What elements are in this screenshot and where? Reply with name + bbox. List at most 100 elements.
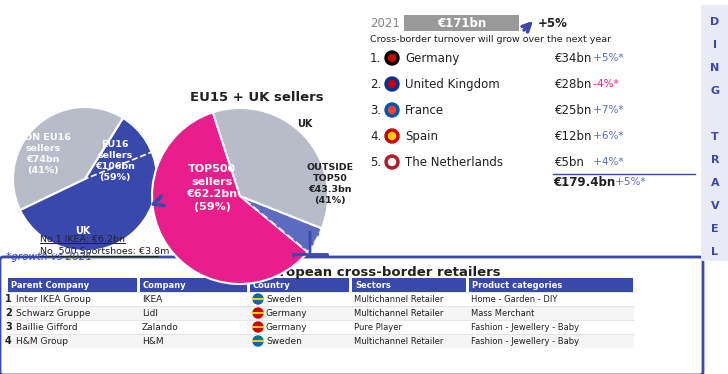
Text: €12bn: €12bn bbox=[555, 129, 593, 142]
Circle shape bbox=[389, 55, 395, 61]
Circle shape bbox=[253, 322, 263, 332]
Text: R: R bbox=[711, 155, 719, 165]
Bar bbox=[352, 278, 466, 292]
Circle shape bbox=[389, 107, 395, 113]
Text: €5bn: €5bn bbox=[555, 156, 585, 169]
Text: The Netherlands: The Netherlands bbox=[405, 156, 503, 169]
Text: €179.4bn: €179.4bn bbox=[553, 175, 615, 188]
Wedge shape bbox=[152, 112, 308, 284]
Text: Home - Garden - DIY: Home - Garden - DIY bbox=[471, 294, 558, 303]
Text: Multichannel Retailer: Multichannel Retailer bbox=[354, 309, 443, 318]
Text: NON EU16
sellers
€74bn
(41%): NON EU16 sellers €74bn (41%) bbox=[15, 133, 71, 175]
Text: E: E bbox=[711, 224, 719, 234]
Text: Parent Company: Parent Company bbox=[11, 280, 89, 289]
Text: I: I bbox=[713, 40, 717, 50]
Text: €34bn: €34bn bbox=[555, 52, 593, 64]
Text: 5.: 5. bbox=[370, 156, 381, 169]
Circle shape bbox=[253, 308, 263, 318]
Text: N: N bbox=[711, 63, 719, 73]
Circle shape bbox=[253, 294, 263, 304]
Text: United Kingdom: United Kingdom bbox=[405, 77, 499, 91]
Bar bbox=[8, 320, 634, 334]
Text: T: T bbox=[711, 132, 719, 142]
Text: IKEA: IKEA bbox=[142, 294, 162, 303]
Circle shape bbox=[385, 155, 399, 169]
Text: 3: 3 bbox=[5, 322, 12, 332]
FancyBboxPatch shape bbox=[0, 257, 703, 374]
Bar bbox=[250, 278, 349, 292]
Text: A: A bbox=[711, 178, 719, 188]
Text: Schwarz Gruppe: Schwarz Gruppe bbox=[16, 309, 90, 318]
Circle shape bbox=[389, 132, 395, 140]
Text: Mass Merchant: Mass Merchant bbox=[471, 309, 534, 318]
Text: +4%*: +4%* bbox=[590, 157, 623, 167]
Text: France: France bbox=[405, 104, 444, 116]
Text: Germany: Germany bbox=[266, 309, 308, 318]
Text: -4%*: -4%* bbox=[590, 79, 619, 89]
Text: 2: 2 bbox=[5, 308, 12, 318]
Text: TOP 10 European cross-border retailers: TOP 10 European cross-border retailers bbox=[203, 266, 501, 279]
Text: Germany: Germany bbox=[405, 52, 459, 64]
Text: 2021: 2021 bbox=[370, 16, 400, 30]
Text: €25bn: €25bn bbox=[555, 104, 593, 116]
Text: +7%*: +7%* bbox=[590, 105, 623, 115]
Text: OUTSIDE
TOP50
€43.3bn
(41%): OUTSIDE TOP50 €43.3bn (41%) bbox=[306, 163, 354, 205]
Bar bbox=[8, 306, 634, 320]
Circle shape bbox=[389, 159, 395, 166]
Text: UK: UK bbox=[75, 226, 91, 236]
Bar bbox=[140, 278, 247, 292]
Text: 1.: 1. bbox=[370, 52, 381, 64]
Text: H&M: H&M bbox=[142, 337, 164, 346]
Text: Sweden: Sweden bbox=[266, 294, 302, 303]
FancyBboxPatch shape bbox=[701, 5, 728, 261]
Circle shape bbox=[385, 129, 399, 143]
Text: Fashion - Jewellery - Baby: Fashion - Jewellery - Baby bbox=[471, 322, 579, 331]
Text: Multichannel Retailer: Multichannel Retailer bbox=[354, 294, 443, 303]
Text: €28bn: €28bn bbox=[555, 77, 593, 91]
Text: 2.: 2. bbox=[370, 77, 381, 91]
Text: +5%*: +5%* bbox=[612, 177, 646, 187]
Text: D: D bbox=[711, 17, 719, 27]
Circle shape bbox=[385, 51, 399, 65]
Text: Country: Country bbox=[253, 280, 290, 289]
Bar bbox=[469, 278, 633, 292]
Text: +5%*: +5%* bbox=[590, 53, 623, 63]
Wedge shape bbox=[213, 108, 328, 229]
Text: No. 500 Sportshoes: €3.8m: No. 500 Sportshoes: €3.8m bbox=[40, 248, 170, 257]
Text: Zalando: Zalando bbox=[142, 322, 179, 331]
Text: Sectors: Sectors bbox=[355, 280, 391, 289]
Text: Germany: Germany bbox=[266, 322, 308, 331]
Text: Product categories: Product categories bbox=[472, 280, 562, 289]
Text: G: G bbox=[711, 86, 719, 96]
Bar bbox=[404, 15, 519, 31]
Text: Multichannel Retailer: Multichannel Retailer bbox=[354, 337, 443, 346]
Text: 4: 4 bbox=[5, 336, 12, 346]
Text: 3.: 3. bbox=[370, 104, 381, 116]
Text: €171bn: €171bn bbox=[437, 16, 486, 30]
Circle shape bbox=[385, 103, 399, 117]
Circle shape bbox=[389, 80, 395, 88]
Text: Company: Company bbox=[143, 280, 186, 289]
Text: Pure Player: Pure Player bbox=[354, 322, 402, 331]
Text: H&M Group: H&M Group bbox=[16, 337, 68, 346]
Text: V: V bbox=[711, 201, 719, 211]
Text: Fashion - Jewellery - Baby: Fashion - Jewellery - Baby bbox=[471, 337, 579, 346]
Text: Spain: Spain bbox=[405, 129, 438, 142]
Wedge shape bbox=[13, 107, 123, 210]
Circle shape bbox=[253, 336, 263, 346]
Text: *growth vs 2021: *growth vs 2021 bbox=[6, 252, 92, 262]
Text: Cross-border turnover will grow over the next year: Cross-border turnover will grow over the… bbox=[370, 34, 611, 43]
Text: Lidl: Lidl bbox=[142, 309, 158, 318]
Text: Baillie Gifford: Baillie Gifford bbox=[16, 322, 78, 331]
Wedge shape bbox=[240, 196, 322, 252]
Bar bbox=[8, 278, 137, 292]
Text: Inter IKEA Group: Inter IKEA Group bbox=[16, 294, 91, 303]
Text: +5%: +5% bbox=[538, 16, 568, 30]
Text: 1: 1 bbox=[5, 294, 12, 304]
Text: EU16
sellers
€106bn
(59%): EU16 sellers €106bn (59%) bbox=[95, 140, 135, 182]
Text: TOP500
sellers
€62.2bn
(59%): TOP500 sellers €62.2bn (59%) bbox=[186, 165, 237, 212]
Text: +6%*: +6%* bbox=[590, 131, 623, 141]
Text: Sweden: Sweden bbox=[266, 337, 302, 346]
Text: L: L bbox=[711, 247, 719, 257]
Text: No.1 IKEA: €6.2bn: No.1 IKEA: €6.2bn bbox=[40, 234, 125, 243]
